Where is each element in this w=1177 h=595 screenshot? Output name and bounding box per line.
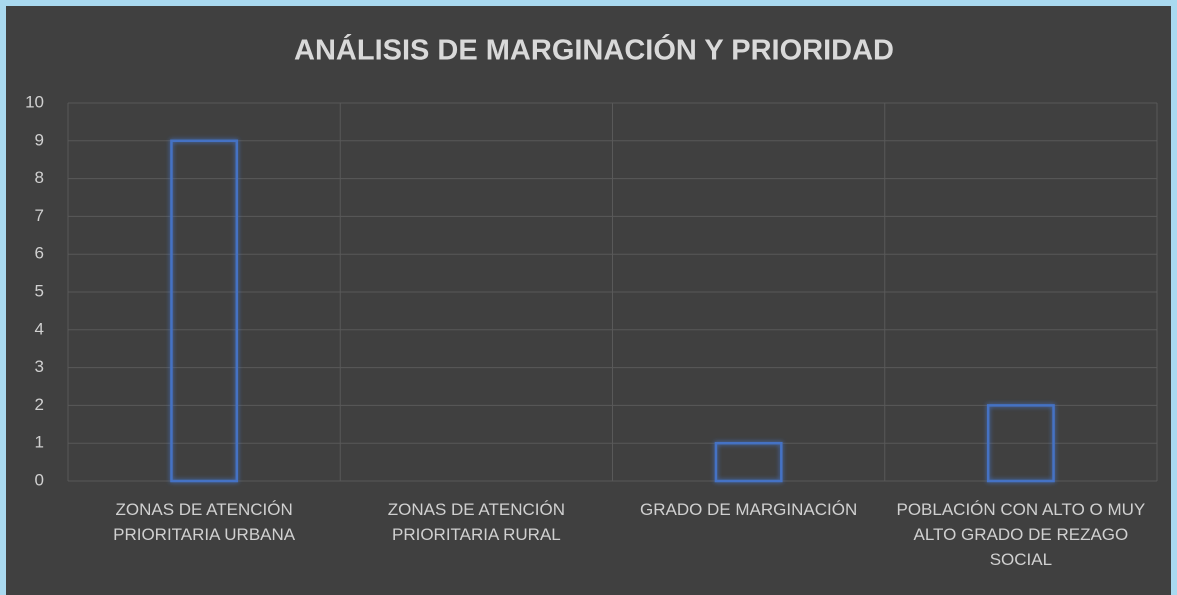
x-tick-label: GRADO DE MARGINACIÓN [640, 500, 858, 519]
y-tick-label: 7 [35, 206, 44, 225]
y-tick-label: 9 [35, 130, 44, 149]
chart: ANÁLISIS DE MARGINACIÓN Y PRIORIDAD 0 1 2 3… [25, 33, 1158, 489]
y-tick-label: 1 [35, 433, 44, 452]
y-tick-label: 4 [35, 319, 44, 338]
y-tick-label: 5 [35, 281, 44, 300]
bar [170, 139, 239, 483]
x-tick-label: ZONAS DE ATENCIÓN PRIORITARIA RURAL [387, 500, 565, 544]
x-tick-label: POBLACIÓN CON ALTO O MUY ALTO GRADO DE R… [896, 500, 1146, 569]
y-tick-label: 8 [35, 168, 44, 187]
y-tick-label: 6 [35, 244, 44, 263]
bar [986, 404, 1055, 483]
x-tick-label: ZONAS DE ATENCIÓN PRIORITARIA URBANA [113, 500, 296, 544]
y-tick-label: 2 [35, 395, 44, 414]
y-tick-label: 0 [35, 470, 44, 489]
chart-title: ANÁLISIS DE MARGINACIÓN Y PRIORIDAD [294, 33, 894, 67]
y-tick-label: 3 [35, 357, 44, 376]
bar [714, 441, 783, 483]
y-tick-label: 10 [25, 92, 44, 111]
chart-frame: ANÁLISIS DE MARGINACIÓN Y PRIORIDAD 0 1 2 3… [6, 6, 1171, 595]
